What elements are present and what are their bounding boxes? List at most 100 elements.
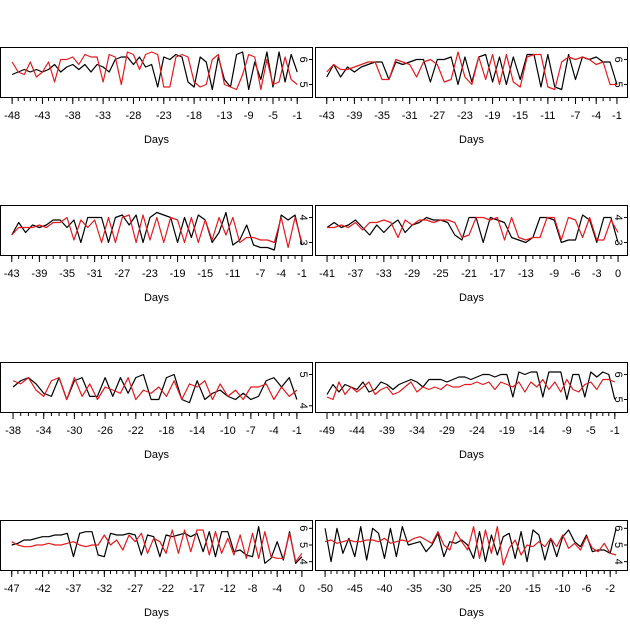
x-tick-label: -5: [268, 110, 278, 122]
x-tick-label: -20: [495, 583, 511, 595]
x-tick-label: -5: [586, 425, 596, 437]
x-tick-label: -12: [220, 583, 236, 595]
x-tick-label: -6: [571, 268, 581, 280]
x-tick-label: -18: [186, 110, 202, 122]
y-tick-label: 4: [612, 559, 624, 565]
x-tick-label: -40: [377, 583, 393, 595]
y-tick-label: 5: [612, 396, 624, 402]
series-line: [324, 526, 617, 563]
y-tick-label: 5: [612, 81, 624, 87]
x-tick-label: -37: [66, 583, 82, 595]
x-tick-label: -10: [555, 583, 571, 595]
x-tick-label: -1: [292, 425, 302, 437]
x-tick-label: -25: [466, 583, 482, 595]
x-tick-label: -49: [319, 425, 335, 437]
x-tick-label: -10: [220, 425, 236, 437]
x-tick-label: -33: [95, 110, 111, 122]
x-tick-label: -47: [4, 583, 20, 595]
x-tick-label: -1: [297, 268, 307, 280]
x-tick-label: -7: [246, 425, 256, 437]
series-line: [12, 377, 298, 401]
x-axis-label: Days: [144, 292, 170, 304]
series-line: [326, 214, 619, 244]
x-tick-label: -44: [349, 425, 365, 437]
x-tick-label: -43: [319, 110, 335, 122]
x-tick-label: -32: [96, 583, 112, 595]
series-line: [11, 51, 298, 91]
y-tick-label: 6: [612, 525, 624, 531]
x-tick-label: -9: [562, 425, 572, 437]
x-tick-label: -13: [216, 110, 232, 122]
x-tick-label: -4: [269, 425, 279, 437]
y-tick-label: 3: [612, 239, 624, 245]
series-line: [324, 526, 617, 566]
x-tick-label: -31: [87, 268, 103, 280]
y-tick-label: 3: [297, 239, 309, 245]
x-tick-label: -31: [402, 110, 418, 122]
x-tick-label: 0: [299, 583, 305, 595]
y-tick-label: 5: [297, 542, 309, 548]
x-tick-label: -27: [429, 110, 445, 122]
x-tick-label: -17: [189, 583, 205, 595]
x-tick-label: -29: [439, 425, 455, 437]
plot-frame: [0, 47, 313, 98]
y-tick-label: 6: [297, 525, 309, 531]
x-tick-label: -34: [409, 425, 425, 437]
x-tick-label: -43: [35, 110, 51, 122]
x-tick-label: -15: [197, 268, 213, 280]
y-tick-label: 4: [297, 403, 309, 409]
plot-frame: [0, 362, 313, 413]
x-tick-label: -4: [276, 268, 286, 280]
x-tick-label: -48: [4, 110, 20, 122]
x-tick-label: -23: [457, 110, 473, 122]
x-tick-label: -38: [65, 110, 81, 122]
x-tick-label: -11: [225, 268, 240, 280]
x-tick-label: -4: [272, 583, 282, 595]
x-tick-label: -14: [189, 425, 205, 437]
x-tick-label: -30: [66, 425, 82, 437]
series-line: [327, 216, 619, 241]
x-tick-label: -1: [292, 110, 302, 122]
x-tick-label: -24: [469, 425, 485, 437]
x-tick-label: -35: [374, 110, 390, 122]
y-tick-label: 4: [297, 214, 309, 220]
x-tick-label: -37: [348, 268, 364, 280]
series-line: [11, 51, 298, 91]
x-axis-label: Days: [459, 134, 485, 146]
series-line: [326, 371, 616, 401]
x-axis-label: Days: [459, 292, 485, 304]
x-tick-label: -23: [156, 110, 172, 122]
x-tick-label: -22: [128, 425, 144, 437]
x-tick-label: -27: [114, 268, 130, 280]
x-tick-label: -3: [592, 268, 602, 280]
y-tick-label: 4: [612, 214, 624, 220]
x-tick-label: -23: [142, 268, 158, 280]
series-line: [326, 378, 616, 401]
x-tick-label: -13: [518, 268, 534, 280]
x-tick-label: 0: [615, 268, 621, 280]
x-tick-label: -39: [346, 110, 362, 122]
x-tick-label: -38: [5, 425, 21, 437]
x-tick-label: -1: [610, 425, 620, 437]
x-tick-label: -19: [170, 268, 186, 280]
x-tick-label: -1: [612, 110, 622, 122]
plot-frame: [315, 362, 628, 413]
x-tick-label: -8: [248, 583, 258, 595]
x-tick-label: -42: [35, 583, 51, 595]
x-tick-label: -39: [379, 425, 395, 437]
x-tick-label: -50: [317, 583, 333, 595]
x-tick-label: -14: [529, 425, 545, 437]
x-tick-label: -21: [461, 268, 477, 280]
x-axis-label: Days: [459, 449, 485, 461]
x-tick-label: -35: [406, 583, 422, 595]
x-tick-label: -9: [244, 110, 254, 122]
x-tick-label: -28: [125, 110, 141, 122]
plot-frame: [315, 47, 628, 98]
plot-frame: [315, 205, 628, 256]
x-tick-label: -39: [31, 268, 47, 280]
x-tick-label: -6: [582, 583, 592, 595]
series-line: [11, 529, 303, 563]
x-tick-label: -19: [499, 425, 515, 437]
y-tick-label: 5: [297, 371, 309, 377]
